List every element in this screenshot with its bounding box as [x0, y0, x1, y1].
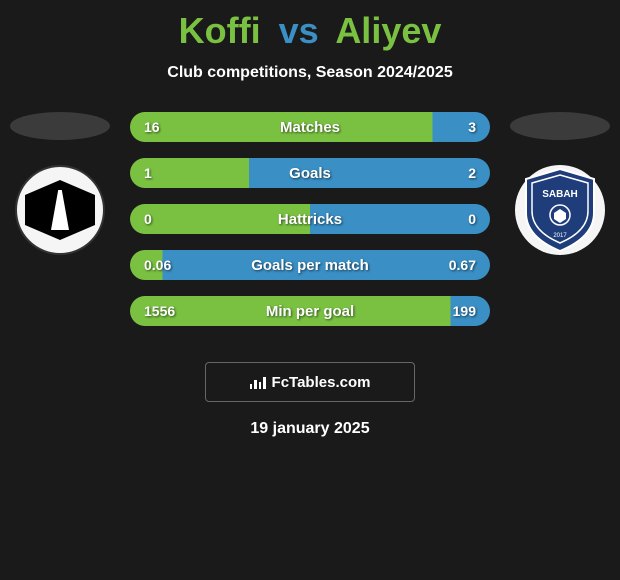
stat-label: Goals [130, 165, 490, 182]
oil-tower-icon [51, 190, 69, 230]
player1-name: Koffi [179, 10, 261, 51]
stat-row: 0Hattricks0 [130, 204, 490, 234]
stat-right-value: 199 [453, 303, 476, 319]
stat-right-value: 0.67 [449, 257, 476, 273]
stats-list: 16Matches3 1Goals2 0Hattricks0 0.06Goals pe… [130, 112, 490, 342]
team1-badge-inner [25, 180, 95, 240]
player1-avatar-placeholder [10, 112, 110, 140]
date: 19 january 2025 [0, 420, 620, 438]
stat-row: 1556Min per goal199 [130, 296, 490, 326]
content: 16Matches3 1Goals2 0Hattricks0 0.06Goals pe… [0, 112, 620, 342]
stat-right-value: 2 [468, 165, 476, 181]
team2-shield: SABAH 2017 [522, 167, 598, 253]
title: Koffi vs Aliyev [0, 10, 620, 52]
player2-name: Aliyev [335, 10, 441, 51]
comparison-card: Koffi vs Aliyev Club competitions, Seaso… [0, 0, 620, 448]
chart-icon [250, 375, 266, 389]
stat-right-value: 0 [468, 211, 476, 227]
left-column [10, 112, 110, 255]
stat-label: Matches [130, 119, 490, 136]
stat-right-value: 3 [468, 119, 476, 135]
shield-year: 2017 [553, 233, 567, 239]
subtitle: Club competitions, Season 2024/2025 [0, 64, 620, 82]
stat-label: Hattricks [130, 211, 490, 228]
branding-text: FcTables.com [272, 374, 371, 391]
stat-row: 1Goals2 [130, 158, 490, 188]
stat-label: Goals per match [130, 257, 490, 274]
stat-row: 16Matches3 [130, 112, 490, 142]
right-column: SABAH 2017 [510, 112, 610, 255]
stat-label: Min per goal [130, 303, 490, 320]
branding-box[interactable]: FcTables.com [205, 362, 415, 402]
player2-avatar-placeholder [510, 112, 610, 140]
team2-badge: SABAH 2017 [515, 165, 605, 255]
stat-row: 0.06Goals per match0.67 [130, 250, 490, 280]
shield-text: SABAH [542, 189, 578, 200]
team1-badge [15, 165, 105, 255]
vs-text: vs [279, 10, 319, 51]
